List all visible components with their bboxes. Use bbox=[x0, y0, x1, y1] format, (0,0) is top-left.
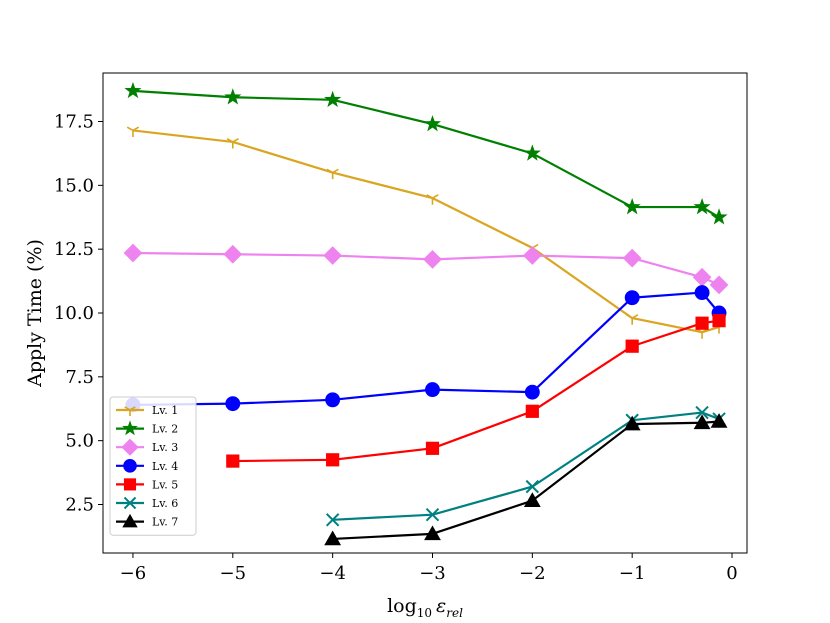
y-axis-label: Apply Time (%) bbox=[24, 239, 46, 388]
data-point bbox=[324, 90, 342, 108]
series-line bbox=[132, 89, 720, 219]
series-3 bbox=[123, 243, 729, 295]
x-tick-label: 0 bbox=[726, 563, 737, 584]
legend-item: Lv. 2 bbox=[116, 420, 178, 436]
legend-label: Lv. 3 bbox=[152, 441, 178, 454]
data-point bbox=[126, 126, 140, 138]
legend-marker bbox=[123, 496, 137, 510]
data-point bbox=[522, 246, 542, 265]
series-5 bbox=[226, 314, 726, 468]
y-tick-label: 15.0 bbox=[54, 175, 94, 196]
legend-marker bbox=[121, 438, 139, 456]
data-point bbox=[325, 392, 341, 408]
data-point bbox=[226, 454, 240, 468]
data-point bbox=[324, 530, 342, 546]
data-point bbox=[623, 415, 641, 431]
series-2 bbox=[124, 81, 728, 225]
legend-marker bbox=[122, 420, 138, 436]
data-point bbox=[712, 314, 726, 328]
data-point bbox=[226, 137, 239, 149]
legend-label: Lv. 4 bbox=[152, 460, 178, 473]
data-point bbox=[425, 382, 440, 398]
data-point bbox=[224, 88, 242, 105]
legend-label: Lv. 5 bbox=[152, 478, 178, 491]
legend-item: Lv. 3 bbox=[116, 438, 178, 456]
data-point bbox=[523, 492, 541, 507]
x-tick-label: −2 bbox=[519, 563, 546, 584]
legend-label: Lv. 2 bbox=[152, 423, 178, 436]
data-point bbox=[223, 244, 243, 264]
x-tick-label: −3 bbox=[419, 563, 446, 584]
y-tick-label: 12.5 bbox=[54, 239, 94, 260]
data-point bbox=[124, 81, 142, 99]
data-point bbox=[425, 507, 440, 522]
legend-item: Lv. 4 bbox=[116, 458, 178, 473]
data-point bbox=[326, 168, 339, 180]
series-7 bbox=[324, 413, 728, 546]
legend-marker bbox=[123, 458, 137, 473]
legend-item: Lv. 7 bbox=[116, 513, 178, 529]
x-tick-label: −6 bbox=[120, 563, 147, 584]
x-tick-label: −4 bbox=[319, 563, 346, 584]
data-point bbox=[693, 414, 711, 430]
data-point bbox=[692, 267, 712, 287]
y-tick-label: 10.0 bbox=[54, 303, 94, 324]
plot-background bbox=[103, 73, 747, 553]
legend-label: Lv. 1 bbox=[152, 404, 178, 417]
data-point bbox=[626, 314, 639, 325]
data-point bbox=[423, 250, 442, 269]
data-point bbox=[425, 441, 440, 455]
data-point bbox=[625, 339, 639, 353]
data-point bbox=[623, 198, 641, 215]
data-point bbox=[695, 405, 709, 420]
legend: Lv. 1 Lv. 2 Lv. 3 Lv. 4 Lv. 5 Lv. 6 Lv. 7 bbox=[109, 396, 197, 536]
data-point bbox=[326, 453, 340, 467]
legend-marker bbox=[122, 513, 138, 528]
y-tick-label: 17.5 bbox=[54, 112, 94, 133]
series-line bbox=[132, 251, 720, 286]
data-point bbox=[710, 413, 728, 428]
data-point bbox=[525, 479, 540, 494]
data-point bbox=[694, 285, 710, 301]
data-point bbox=[709, 275, 729, 295]
series-line bbox=[132, 291, 720, 407]
data-point bbox=[525, 404, 539, 418]
data-point bbox=[426, 194, 439, 205]
data-point bbox=[225, 396, 241, 412]
x-tick-label: −1 bbox=[619, 563, 646, 584]
data-point bbox=[622, 248, 642, 268]
data-point bbox=[523, 144, 541, 161]
y-tick-label: 5.0 bbox=[65, 431, 94, 452]
y-tick-label: 7.5 bbox=[65, 367, 94, 388]
y-tick-label: 2.5 bbox=[65, 494, 94, 515]
legend-item: Lv. 5 bbox=[116, 478, 178, 491]
axis-ticks: −6 −5 −4 −3 −2 −1 0 2.5 5.0 7.5 10.0 12.5 15.0 17.5 bbox=[54, 112, 738, 584]
data-point bbox=[323, 246, 343, 265]
legend-item: Lv. 6 bbox=[116, 496, 178, 510]
legend-label: Lv. 6 bbox=[152, 497, 178, 510]
data-point bbox=[710, 208, 728, 225]
data-point bbox=[123, 243, 143, 263]
data-point bbox=[325, 513, 340, 527]
plot-frame bbox=[102, 72, 748, 554]
series-line bbox=[332, 411, 720, 521]
data-point bbox=[424, 525, 441, 541]
x-tick-label: −5 bbox=[220, 563, 247, 584]
legend-marker bbox=[123, 478, 137, 491]
data-point bbox=[695, 316, 709, 330]
legend-label: Lv. 7 bbox=[152, 516, 178, 529]
data-point bbox=[693, 198, 711, 215]
data-point bbox=[624, 290, 640, 306]
series-line bbox=[132, 129, 720, 334]
data-point bbox=[524, 384, 540, 400]
x-axis-label: log10 εrel bbox=[387, 595, 463, 620]
legend-item: Lv. 1 bbox=[116, 404, 178, 417]
data-point bbox=[423, 115, 442, 132]
legend-marker bbox=[124, 406, 136, 417]
